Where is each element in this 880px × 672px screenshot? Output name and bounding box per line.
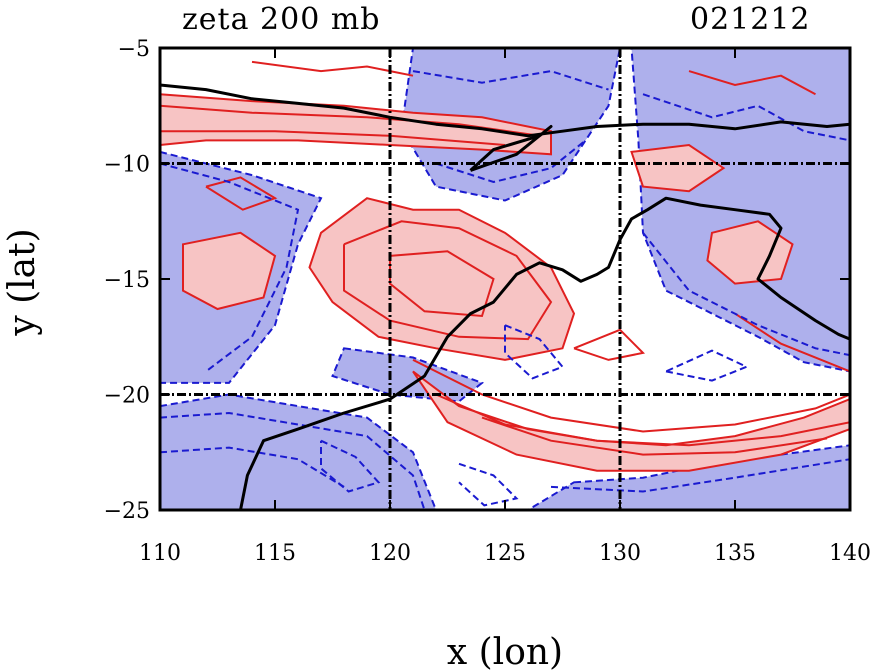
negative-region [331,347,485,403]
negative-contour [642,93,850,142]
negative-contour [160,162,300,373]
x-tick-label: 135 [714,541,756,566]
coastline [160,83,850,138]
negative-contour [550,458,850,493]
positive-contour [389,250,495,318]
x-axis-label: x (lon) [447,632,563,672]
y-axis-label: y (lat) [2,228,43,336]
y-tick-label: −10 [104,153,150,178]
positive-region [630,143,726,193]
positive-contour [573,328,646,361]
x-tick-label: 120 [369,541,411,566]
y-tick-label: −15 [104,268,150,293]
negative-contour [504,324,565,380]
chart-title: zeta 200 mb [182,2,381,37]
positive-contour [734,312,850,373]
positive-region [706,220,794,285]
negative-contour [642,232,850,357]
positive-contour [160,130,506,146]
x-tick-label: 125 [484,541,526,566]
positive-contour [205,176,278,211]
coastline [469,125,553,172]
negative-region [526,444,850,510]
positive-contour [688,70,816,96]
negative-contour [435,139,587,184]
y-tick-label: −20 [104,384,150,409]
x-tick-label: 115 [254,541,296,566]
positive-contour [435,393,850,447]
negative-contour [160,411,426,510]
coastline [239,196,850,510]
positive-region [182,231,277,311]
positive-contour [412,359,850,433]
positive-region [308,197,576,361]
coastlines [160,83,850,510]
filled-regions [160,48,850,510]
contour-lines [160,60,850,510]
y-tick-label: −25 [104,499,150,524]
positive-contour [343,220,553,341]
axis-ticks: 110 115 120 125 130 135 140 −5 −10 −15 −20 −25 [104,37,871,566]
x-tick-label: 140 [829,541,871,566]
negative-contour [458,462,519,507]
positive-region [160,93,552,156]
positive-contour [481,416,828,456]
chart-date: 021212 [690,2,811,37]
y-tick-label: −5 [118,37,150,62]
x-tick-label: 130 [599,541,641,566]
negative-contour [412,70,609,91]
negative-contour [320,439,381,493]
x-tick-label: 110 [139,541,181,566]
negative-contour [160,446,345,488]
grid-lines [160,48,850,510]
negative-region [160,393,438,510]
